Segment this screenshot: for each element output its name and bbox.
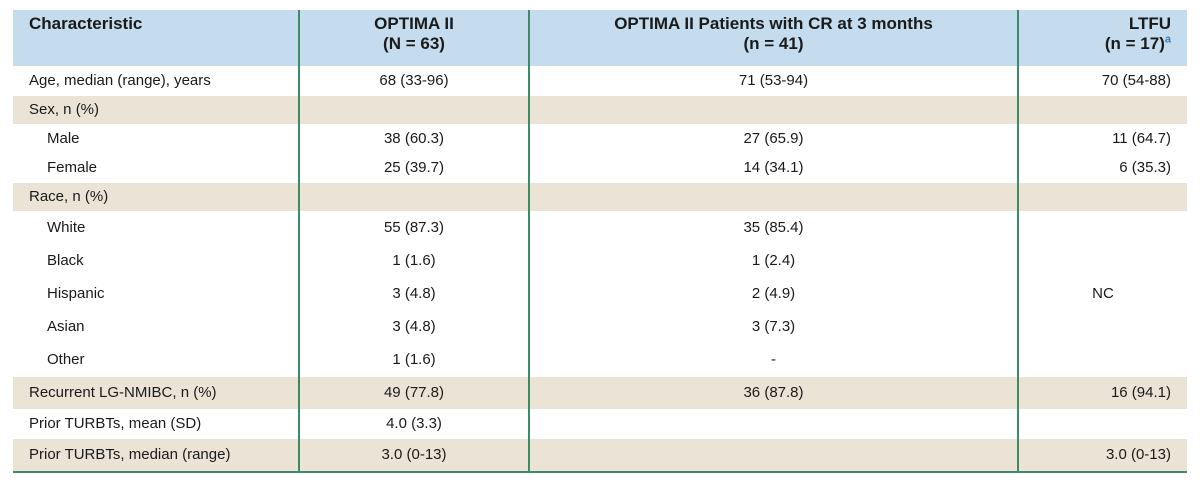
header-optima-title: OPTIMA II — [374, 14, 454, 33]
cell-ltfu-nc: NC — [1017, 210, 1187, 376]
characteristics-table: Characteristic OPTIMA II (N = 63) OPTIMA … — [13, 10, 1187, 473]
cell-optima — [298, 94, 529, 124]
cell-optima: 4.0 (3.3) — [298, 408, 529, 438]
cell-cr: 27 (65.9) — [528, 123, 1018, 153]
table-row: Male 38 (60.3) 27 (65.9) 11 (64.7) — [13, 123, 1187, 153]
table-row: Prior TURBTs, median (range) 3.0 (0-13) … — [13, 437, 1187, 473]
cell-cr — [528, 408, 1018, 438]
table-row: Female 25 (39.7) 14 (34.1) 6 (35.3) — [13, 152, 1187, 182]
cell-ltfu — [1017, 181, 1187, 211]
cell-cr: 71 (53-94) — [528, 65, 1018, 95]
row-label: Recurrent LG-NMIBC, n (%) — [13, 375, 299, 409]
table-row: Black 1 (1.6) 1 (2.4) — [13, 243, 1187, 277]
header-cr: OPTIMA II Patients with CR at 3 months (n… — [528, 10, 1018, 66]
cell-ltfu: 70 (54-88) — [1017, 65, 1187, 95]
cell-optima: 3 (4.8) — [298, 309, 529, 343]
header-cr-title: OPTIMA II Patients with CR at 3 months — [614, 14, 933, 33]
cell-optima: 1 (1.6) — [298, 243, 529, 277]
row-label: Female — [13, 152, 299, 182]
cell-optima: 1 (1.6) — [298, 342, 529, 376]
table-row: Other 1 (1.6) - — [13, 342, 1187, 376]
cell-cr: 1 (2.4) — [528, 243, 1018, 277]
table-row: Hispanic 3 (4.8) 2 (4.9) — [13, 276, 1187, 310]
cell-cr — [528, 94, 1018, 124]
table-row: Age, median (range), years 68 (33-96) 71… — [13, 65, 1187, 95]
cell-optima: 38 (60.3) — [298, 123, 529, 153]
header-ltfu: LTFU (n = 17)a — [1017, 10, 1187, 66]
table-row: Prior TURBTs, mean (SD) 4.0 (3.3) — [13, 408, 1187, 438]
cell-cr: 14 (34.1) — [528, 152, 1018, 182]
footnote-marker: a — [1164, 33, 1171, 46]
table-row: White 55 (87.3) 35 (85.4) NC — [13, 210, 1187, 376]
row-label: White — [13, 210, 299, 244]
header-characteristic: Characteristic — [13, 10, 299, 66]
row-label: Hispanic — [13, 276, 299, 310]
cell-cr — [528, 437, 1018, 473]
table-row: Sex, n (%) — [13, 94, 1187, 124]
header-cr-n: (n = 41) — [743, 34, 804, 53]
cell-cr: - — [528, 342, 1018, 376]
cell-ltfu: 11 (64.7) — [1017, 123, 1187, 153]
cell-ltfu — [1017, 408, 1187, 438]
cell-ltfu: 16 (94.1) — [1017, 375, 1187, 409]
row-label: Sex, n (%) — [13, 94, 299, 124]
cell-optima: 55 (87.3) — [298, 210, 529, 244]
cell-optima: 25 (39.7) — [298, 152, 529, 182]
row-label: Male — [13, 123, 299, 153]
cell-cr: 35 (85.4) — [528, 210, 1018, 244]
header-ltfu-n: (n = 17) — [1104, 34, 1165, 53]
cell-optima: 3 (4.8) — [298, 276, 529, 310]
table-row: Race, n (%) — [13, 181, 1187, 211]
cell-ltfu: 3.0 (0-13) — [1017, 437, 1187, 473]
header-ltfu-title: LTFU — [1128, 14, 1171, 33]
table-row: Recurrent LG-NMIBC, n (%) 49 (77.8) 36 (… — [13, 375, 1187, 409]
cell-cr — [528, 181, 1018, 211]
cell-optima — [298, 181, 529, 211]
cell-optima: 68 (33-96) — [298, 65, 529, 95]
row-label: Race, n (%) — [13, 181, 299, 211]
row-label: Black — [13, 243, 299, 277]
table-row: Asian 3 (4.8) 3 (7.3) — [13, 309, 1187, 343]
row-label: Prior TURBTs, mean (SD) — [13, 408, 299, 438]
header-optima-n: (N = 63) — [383, 34, 445, 53]
header-characteristic-label: Characteristic — [29, 14, 143, 33]
row-label: Other — [13, 342, 299, 376]
cell-optima: 3.0 (0-13) — [298, 437, 529, 473]
cell-cr: 3 (7.3) — [528, 309, 1018, 343]
row-label: Prior TURBTs, median (range) — [13, 437, 299, 473]
row-label: Age, median (range), years — [13, 65, 299, 95]
header-optima: OPTIMA II (N = 63) — [298, 10, 529, 66]
cell-cr: 2 (4.9) — [528, 276, 1018, 310]
header-row: Characteristic OPTIMA II (N = 63) OPTIMA … — [13, 10, 1187, 66]
cell-ltfu: 6 (35.3) — [1017, 152, 1187, 182]
cell-cr: 36 (87.8) — [528, 375, 1018, 409]
cell-optima: 49 (77.8) — [298, 375, 529, 409]
row-label: Asian — [13, 309, 299, 343]
cell-ltfu — [1017, 94, 1187, 124]
